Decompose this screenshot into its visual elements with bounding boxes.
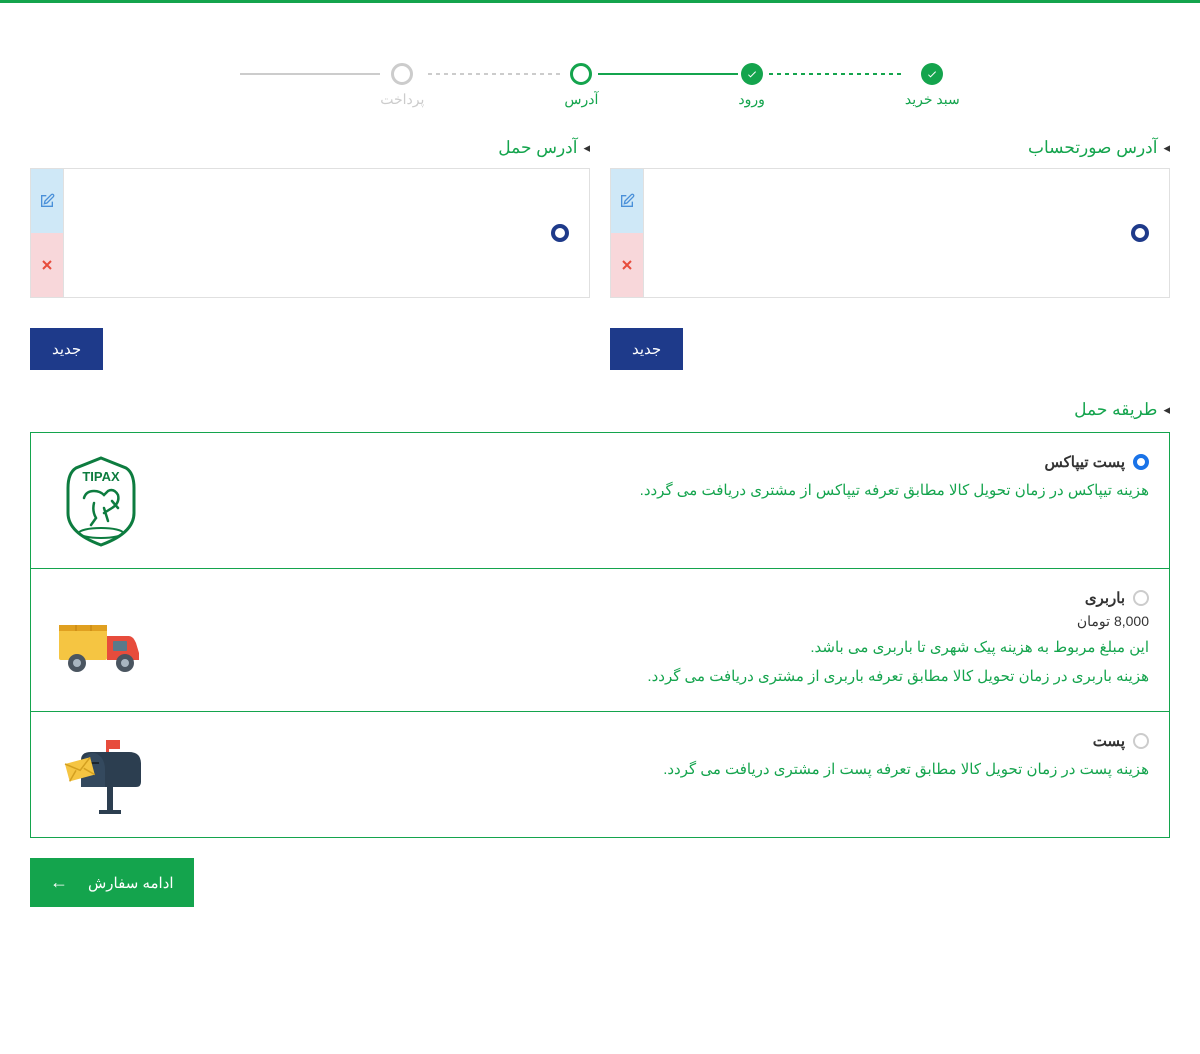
step-label: ورود (738, 91, 765, 108)
truck-icon (51, 603, 151, 678)
step-cart: سبد خرید (905, 63, 960, 108)
mailbox-icon (51, 732, 151, 817)
connector (598, 73, 738, 75)
shipping-method-list: پست تیپاکس هزینه تیپاکس در زمان تحویل کا… (30, 432, 1170, 838)
shipping-option-desc: هزینه تیپاکس در زمان تحویل کالا مطابق تع… (151, 477, 1149, 506)
shipping-address-col: آدرس حمل جدید (30, 138, 590, 370)
step-label: پرداخت (380, 91, 424, 108)
shipping-option-name: پست (1093, 732, 1125, 750)
edit-address-button[interactable] (31, 169, 63, 233)
shipping-option-name: باربری (1085, 589, 1125, 607)
connector (424, 73, 564, 75)
step-address: آدرس (564, 63, 598, 108)
shipping-option-barbari[interactable]: باربری 8,000 تومان این مبلغ مربوط به هزی… (31, 569, 1169, 712)
circle-icon (570, 63, 592, 85)
shipping-title: آدرس حمل (30, 138, 590, 158)
step-label: آدرس (564, 91, 598, 108)
step-payment: پرداخت (380, 63, 424, 108)
shipping-option-price: 8,000 تومان (151, 613, 1149, 630)
svg-text:TIPAX: TIPAX (82, 469, 120, 484)
shipping-option-tipax[interactable]: پست تیپاکس هزینه تیپاکس در زمان تحویل کا… (31, 433, 1169, 569)
connector (765, 73, 905, 75)
step-login: ورود (738, 63, 765, 108)
radio-icon (1133, 454, 1149, 470)
shipping-option-desc: این مبلغ مربوط به هزینه پیک شهری تا بارب… (151, 634, 1149, 663)
address-select-area[interactable] (63, 169, 589, 297)
shipping-option-name: پست تیپاکس (1044, 453, 1125, 471)
delete-address-button[interactable] (31, 233, 63, 297)
arrow-left-icon: ← (50, 872, 68, 893)
check-icon (741, 63, 763, 85)
shipping-option-desc: هزینه پست در زمان تحویل کالا مطابق تعرفه… (151, 756, 1149, 785)
radio-icon (1131, 224, 1149, 242)
address-actions (31, 169, 63, 297)
billing-address-col: آدرس صورتحساب جدید (610, 138, 1170, 370)
shipping-option-desc: هزینه باربری در زمان تحویل کالا مطابق تع… (151, 663, 1149, 692)
checkout-stepper: سبد خرید ورود آدرس پرداخت (0, 3, 1200, 138)
radio-icon (551, 224, 569, 242)
address-select-area[interactable] (643, 169, 1169, 297)
address-actions (611, 169, 643, 297)
tipax-logo-icon: TIPAX (51, 453, 151, 548)
new-shipping-address-button[interactable]: جدید (30, 328, 103, 370)
radio-icon (1133, 733, 1149, 749)
shipping-method-section: طریقه حمل پست تیپاکس هزینه تیپاکس در زما… (0, 400, 1200, 838)
billing-address-box (610, 168, 1170, 298)
new-billing-address-button[interactable]: جدید (610, 328, 683, 370)
continue-order-button[interactable]: ادامه سفارش ← (30, 858, 194, 907)
check-icon (921, 63, 943, 85)
circle-icon (391, 63, 413, 85)
connector (240, 73, 380, 75)
radio-icon (1133, 590, 1149, 606)
step-label: سبد خرید (905, 91, 960, 108)
shipping-option-post[interactable]: پست هزینه پست در زمان تحویل کالا مطابق ت… (31, 712, 1169, 837)
delete-address-button[interactable] (611, 233, 643, 297)
edit-address-button[interactable] (611, 169, 643, 233)
shipping-method-title: طریقه حمل (30, 400, 1170, 420)
billing-title: آدرس صورتحساب (610, 138, 1170, 158)
shipping-address-box (30, 168, 590, 298)
continue-label: ادامه سفارش (88, 874, 174, 892)
addresses-row: آدرس صورتحساب جدید آدرس حمل (0, 138, 1200, 370)
